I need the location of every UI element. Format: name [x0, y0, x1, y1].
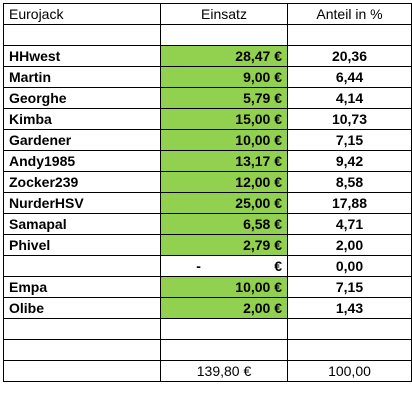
- share-cell[interactable]: 7,15: [287, 276, 412, 298]
- amount-cell[interactable]: - €: [160, 255, 288, 277]
- name-cell[interactable]: NurderHSV: [3, 192, 161, 214]
- share-cell[interactable]: 8,58: [287, 171, 412, 193]
- table-row: [3, 24, 412, 46]
- share-cell[interactable]: 1,43: [287, 297, 412, 319]
- amount-cell[interactable]: 5,79 €: [160, 87, 288, 109]
- header-cell-name[interactable]: Eurojack: [3, 3, 161, 25]
- table-row: Martin 9,00 € 6,44: [3, 66, 412, 88]
- name-cell[interactable]: [3, 339, 161, 361]
- amount-cell[interactable]: 25,00 €: [160, 192, 288, 214]
- table-row: Kimba 15,00 € 10,73: [3, 108, 412, 130]
- currency-symbol: €: [274, 258, 282, 274]
- table-row: - € 0,00: [3, 255, 412, 277]
- amount-cell[interactable]: 13,17 €: [160, 150, 288, 172]
- table-row: Olibe 2,00 € 1,43: [3, 297, 412, 319]
- amount-cell[interactable]: [160, 318, 288, 340]
- share-cell[interactable]: 0,00: [287, 255, 412, 277]
- total-label-cell[interactable]: [3, 360, 161, 382]
- total-share-cell[interactable]: 100,00: [287, 360, 412, 382]
- name-cell[interactable]: Martin: [3, 66, 161, 88]
- amount-cell[interactable]: [160, 24, 288, 46]
- share-cell[interactable]: 4,71: [287, 213, 412, 235]
- amount-cell[interactable]: 2,79 €: [160, 234, 288, 256]
- name-cell[interactable]: Zocker239: [3, 171, 161, 193]
- share-cell[interactable]: 2,00: [287, 234, 412, 256]
- name-cell[interactable]: Empa: [3, 276, 161, 298]
- amount-cell[interactable]: 28,47 €: [160, 45, 288, 67]
- share-cell[interactable]: 6,44: [287, 66, 412, 88]
- table-row: NurderHSV 25,00 € 17,88: [3, 192, 412, 214]
- share-cell[interactable]: 9,42: [287, 150, 412, 172]
- amount-cell[interactable]: 15,00 €: [160, 108, 288, 130]
- table-row: Andy1985 13,17 € 9,42: [3, 150, 412, 172]
- total-row: 139,80 € 100,00: [3, 360, 412, 382]
- name-cell[interactable]: HHwest: [3, 45, 161, 67]
- amount-cell[interactable]: 10,00 €: [160, 129, 288, 151]
- share-cell[interactable]: [287, 24, 412, 46]
- share-cell[interactable]: [287, 318, 412, 340]
- table-row: Samapal 6,58 € 4,71: [3, 213, 412, 235]
- share-cell[interactable]: 7,15: [287, 129, 412, 151]
- name-cell[interactable]: Phivel: [3, 234, 161, 256]
- dash-value: -: [196, 258, 201, 274]
- name-cell[interactable]: Gardener: [3, 129, 161, 151]
- header-cell-anteil[interactable]: Anteil in %: [287, 3, 412, 25]
- amount-cell[interactable]: [160, 339, 288, 361]
- table-row: Zocker239 12,00 € 8,58: [3, 171, 412, 193]
- share-cell[interactable]: [287, 339, 412, 361]
- table-row: Phivel 2,79 € 2,00: [3, 234, 412, 256]
- amount-cell[interactable]: 9,00 €: [160, 66, 288, 88]
- header-row: Eurojack Einsatz Anteil in %: [3, 3, 412, 25]
- table-row: Georghe 5,79 € 4,14: [3, 87, 412, 109]
- amount-cell[interactable]: 6,58 €: [160, 213, 288, 235]
- share-cell[interactable]: 4,14: [287, 87, 412, 109]
- table-row: Gardener 10,00 € 7,15: [3, 129, 412, 151]
- name-cell[interactable]: Olibe: [3, 297, 161, 319]
- table-row: [3, 318, 412, 340]
- amount-cell[interactable]: 12,00 €: [160, 171, 288, 193]
- name-cell[interactable]: Georghe: [3, 87, 161, 109]
- amount-cell[interactable]: 10,00 €: [160, 276, 288, 298]
- name-cell[interactable]: Andy1985: [3, 150, 161, 172]
- name-cell[interactable]: Kimba: [3, 108, 161, 130]
- amount-cell[interactable]: 2,00 €: [160, 297, 288, 319]
- share-cell[interactable]: 10,73: [287, 108, 412, 130]
- table-row: [3, 339, 412, 361]
- spreadsheet-table: Eurojack Einsatz Anteil in % HHwest 28,4…: [3, 3, 412, 382]
- table-row: Empa 10,00 € 7,15: [3, 276, 412, 298]
- name-cell[interactable]: [3, 318, 161, 340]
- name-cell[interactable]: [3, 24, 161, 46]
- share-cell[interactable]: 17,88: [287, 192, 412, 214]
- header-cell-einsatz[interactable]: Einsatz: [160, 3, 288, 25]
- table-row: HHwest 28,47 € 20,36: [3, 45, 412, 67]
- name-cell[interactable]: Samapal: [3, 213, 161, 235]
- share-cell[interactable]: 20,36: [287, 45, 412, 67]
- total-amount-cell[interactable]: 139,80 €: [160, 360, 288, 382]
- name-cell[interactable]: [3, 255, 161, 277]
